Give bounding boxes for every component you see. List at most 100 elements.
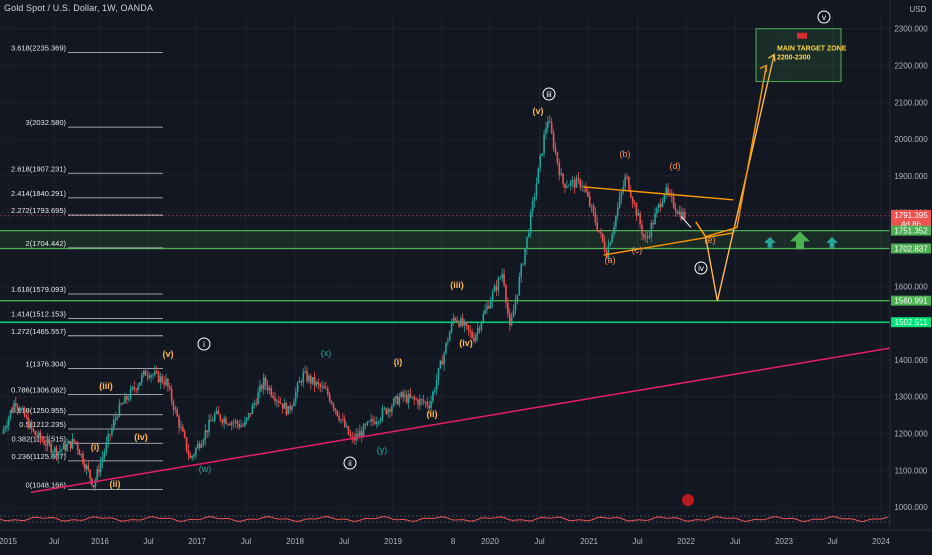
candle [458, 320, 460, 329]
wave-circle [197, 337, 211, 351]
candle-body [672, 196, 675, 208]
candle-body [78, 449, 81, 456]
candle [92, 485, 95, 492]
candle-body [340, 419, 342, 421]
candle [245, 417, 248, 425]
candle-body [332, 403, 335, 409]
candle-body [308, 375, 310, 382]
candle [482, 310, 485, 325]
candle [163, 376, 165, 389]
candle [210, 413, 212, 422]
candle-body [417, 399, 419, 406]
x-tick-label: 2021 [580, 537, 598, 546]
candle [118, 399, 121, 418]
candle-body [524, 249, 526, 265]
candle-body [124, 395, 126, 404]
candle [552, 129, 555, 152]
candle-body [272, 395, 274, 398]
price-axis[interactable] [890, 0, 932, 550]
candle [189, 451, 192, 459]
candle-body [362, 424, 365, 437]
price-tag: 1702.837 [891, 243, 931, 254]
candle-body [285, 402, 288, 415]
wave-label: (e) [705, 235, 716, 245]
candle-body [377, 421, 380, 423]
candle [469, 325, 472, 339]
candle-body [343, 419, 346, 427]
candle-body [259, 385, 261, 393]
candle [501, 268, 503, 283]
candle [424, 401, 427, 408]
candle-body [111, 427, 113, 435]
candle [590, 204, 593, 213]
candle [268, 385, 271, 395]
candle [379, 416, 382, 425]
candle [137, 382, 139, 394]
candle-body [204, 430, 207, 441]
price-tag-bg [891, 317, 931, 328]
arrow-head [767, 53, 776, 62]
candle-body [255, 403, 257, 405]
time-axis[interactable] [0, 530, 932, 550]
candle-body [76, 442, 79, 450]
candle-body [379, 418, 382, 422]
candle-body [368, 421, 371, 423]
candle-body [98, 469, 100, 473]
candle-body [615, 215, 617, 227]
candle [566, 179, 568, 189]
candle-body [566, 186, 568, 188]
candle-body [13, 403, 15, 411]
candle-body [163, 382, 165, 385]
candle [663, 193, 666, 204]
currency-label: USD [910, 5, 927, 14]
candle [437, 367, 440, 386]
candle [377, 420, 380, 427]
candle-body [234, 421, 237, 423]
candle-body [526, 236, 528, 250]
candle [357, 428, 359, 442]
x-tick-label: 2024 [872, 537, 890, 546]
candle-body [257, 392, 259, 405]
candle-body [537, 167, 540, 184]
price-tag: 1560.991 [891, 295, 931, 306]
candle-body [37, 432, 40, 438]
candle-body [471, 332, 473, 338]
candle-body [402, 392, 404, 398]
candle [155, 366, 158, 375]
candle [157, 370, 160, 384]
candle-body [230, 422, 233, 426]
candle-body [191, 456, 193, 459]
candle [512, 303, 515, 318]
candle-body [529, 211, 532, 234]
candle-body [629, 190, 632, 198]
fib-level-label: 2.272(1793.695) [11, 206, 67, 215]
candle-body [571, 179, 574, 182]
candle-body [281, 403, 284, 409]
candle [450, 319, 453, 334]
x-tick-label: 8 [451, 537, 456, 546]
candle-body [458, 321, 460, 327]
candle [193, 452, 195, 460]
candle-body [590, 205, 593, 207]
candle [60, 448, 63, 456]
candle-body [628, 176, 630, 191]
candle-body [657, 203, 660, 209]
candle-body [185, 437, 188, 451]
candle-body [460, 318, 462, 327]
candle [99, 456, 102, 477]
x-tick-label: Jul [534, 537, 544, 546]
wave-label: (v) [163, 349, 174, 359]
candle-body [622, 186, 625, 193]
candle-body [217, 410, 220, 415]
candle [135, 387, 137, 394]
candle [185, 436, 188, 453]
candle-body [165, 378, 167, 385]
candle [242, 422, 244, 428]
candle [148, 371, 151, 380]
candle [293, 398, 295, 407]
candle-body [310, 375, 312, 384]
candle [334, 407, 337, 415]
candle [52, 449, 54, 458]
